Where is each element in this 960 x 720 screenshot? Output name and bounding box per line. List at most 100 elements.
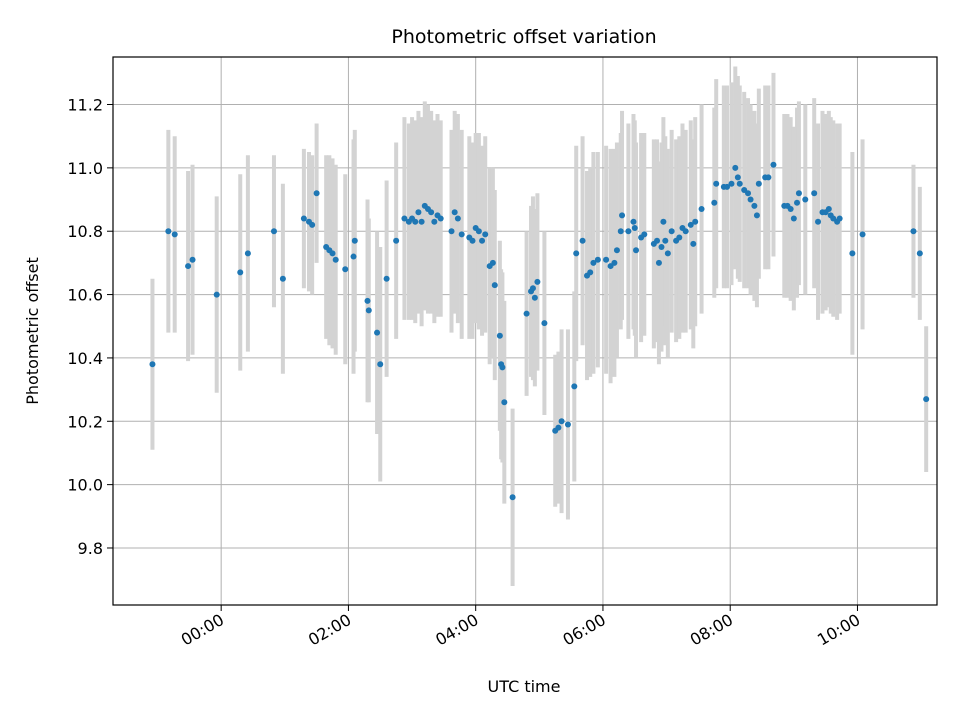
data-point [603, 256, 610, 263]
data-point [790, 215, 797, 222]
data-point [765, 174, 772, 181]
data-point [755, 180, 762, 187]
data-point [811, 190, 818, 197]
data-point [185, 263, 192, 270]
y-tick-label: 10.6 [67, 286, 103, 305]
data-point [377, 361, 384, 368]
data-point [509, 494, 516, 501]
data-point [213, 291, 220, 298]
data-point [454, 215, 461, 222]
data-point [350, 253, 357, 260]
data-point [910, 228, 917, 235]
data-point [590, 259, 597, 266]
data-point [747, 196, 754, 203]
chart-title: Photometric offset variation [391, 26, 656, 48]
y-tick-label: 10.8 [67, 222, 103, 241]
data-point [641, 231, 648, 238]
data-point [383, 275, 390, 282]
data-point [571, 383, 578, 390]
data-point [682, 228, 689, 235]
data-point [300, 215, 307, 222]
data-point [364, 297, 371, 304]
data-point [654, 237, 661, 244]
data-point [658, 244, 665, 251]
data-point [611, 259, 618, 266]
data-point [728, 180, 735, 187]
x-tick-label: 02:00 [305, 610, 354, 650]
data-point [619, 212, 626, 219]
y-axis: 9.8 10.0 10.2 10.4 10.6 10.8 11.0 11.2 [67, 96, 113, 558]
data-point [475, 228, 482, 235]
data-point [794, 199, 801, 206]
data-point [825, 206, 832, 213]
data-point [923, 396, 930, 403]
x-axis-label: UTC time [488, 677, 561, 696]
y-axis-label: Photometric offset [23, 257, 42, 405]
data-point [165, 228, 172, 235]
data-point [815, 218, 822, 225]
data-point [342, 266, 349, 273]
data-point [558, 418, 565, 425]
data-point [418, 218, 425, 225]
data-point [534, 278, 541, 285]
data-point [745, 190, 752, 197]
data-point [787, 206, 794, 213]
data-point [690, 240, 697, 247]
data-point [795, 190, 802, 197]
data-point [448, 228, 455, 235]
y-tick-label: 11.0 [67, 159, 103, 178]
error-bars [150, 66, 929, 586]
x-tick-label: 04:00 [432, 610, 481, 650]
data-point [313, 190, 320, 197]
data-point [496, 332, 503, 339]
data-point [698, 206, 705, 213]
data-point [734, 174, 741, 181]
data-point [501, 399, 508, 406]
data-point [687, 221, 694, 228]
data-point [594, 256, 601, 263]
data-point [469, 237, 476, 244]
data-point [351, 237, 358, 244]
x-tick-label: 10:00 [814, 610, 863, 650]
data-point [244, 250, 251, 257]
data-point [692, 218, 699, 225]
data-point [189, 256, 196, 263]
data-point [555, 424, 562, 431]
x-tick-label: 06:00 [560, 610, 609, 650]
data-point [564, 421, 571, 428]
data-point [279, 275, 286, 282]
data-point [171, 231, 178, 238]
data-point [451, 209, 458, 216]
data-point [531, 294, 538, 301]
data-point [431, 218, 438, 225]
data-point [633, 247, 640, 254]
data-point [753, 212, 760, 219]
data-point [458, 231, 465, 238]
data-point [724, 183, 731, 190]
data-point [676, 234, 683, 241]
data-point [523, 310, 530, 317]
data-point [365, 307, 372, 314]
y-tick-label: 9.8 [78, 539, 103, 558]
data-point [573, 250, 580, 257]
data-point [237, 269, 244, 276]
data-point [329, 250, 336, 257]
data-point [662, 237, 669, 244]
x-tick-label: 00:00 [178, 610, 227, 650]
data-point [437, 215, 444, 222]
y-tick-label: 11.2 [67, 96, 103, 115]
data-point [916, 250, 923, 257]
data-point [529, 285, 536, 292]
data-point [668, 228, 675, 235]
data-point [664, 250, 671, 257]
data-point [770, 161, 777, 168]
data-point [655, 259, 662, 266]
data-point [587, 269, 594, 276]
data-point [613, 247, 620, 254]
data-point [617, 228, 624, 235]
data-point [374, 329, 381, 336]
data-point [401, 215, 408, 222]
data-point [802, 196, 809, 203]
data-point [489, 259, 496, 266]
